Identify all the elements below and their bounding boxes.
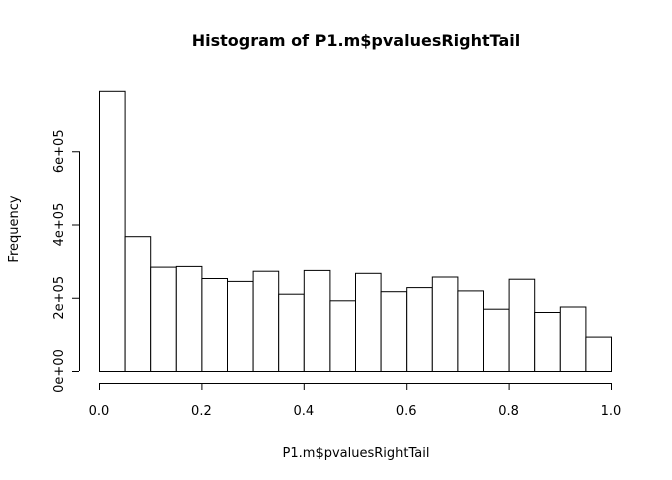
- histogram-bar: [534, 312, 561, 372]
- histogram-bar: [380, 291, 408, 373]
- x-tick-label: 0.2: [191, 404, 212, 419]
- y-tick-label: 6e+05: [52, 129, 67, 173]
- x-tick-label: 0.4: [293, 404, 314, 419]
- chart-title: Histogram of P1.m$pvaluesRightTail: [192, 31, 521, 50]
- y-tick-label: 2e+05: [52, 276, 67, 320]
- histogram-bar: [355, 272, 382, 372]
- histogram-bar: [227, 280, 254, 372]
- histogram-bar: [329, 300, 356, 372]
- x-tick-label: 1.0: [601, 404, 622, 419]
- histogram-bar: [303, 269, 331, 372]
- histogram-bar: [559, 306, 587, 372]
- histogram-bars: [99, 90, 613, 373]
- histogram-bar: [150, 266, 177, 373]
- x-tick-label: 0.0: [89, 404, 110, 419]
- histogram-bar: [585, 336, 613, 373]
- histogram-bar: [457, 290, 484, 372]
- histogram-bar: [175, 265, 203, 372]
- histogram-bar: [508, 278, 536, 373]
- histogram-bar: [201, 278, 228, 372]
- histogram-bar: [406, 287, 433, 373]
- x-tick-label: 0.6: [396, 404, 417, 419]
- x-axis: 0.0 0.2 0.4 0.6 0.8 1.0: [89, 383, 622, 419]
- x-tick-label: 0.8: [498, 404, 519, 419]
- histogram-bar: [99, 90, 126, 373]
- histogram-bar: [278, 293, 305, 373]
- histogram-bar: [252, 270, 280, 373]
- y-tick-label: 0e+00: [52, 349, 67, 393]
- x-axis-label: P1.m$pvaluesRightTail: [283, 446, 430, 461]
- histogram-bar: [483, 308, 510, 373]
- y-axis: 0e+00 2e+05 4e+05 6e+05: [52, 129, 80, 393]
- y-axis-label: Frequency: [7, 195, 22, 262]
- histogram-bar: [431, 276, 459, 372]
- histogram-bar: [124, 236, 152, 372]
- y-tick-label: 4e+05: [52, 203, 67, 247]
